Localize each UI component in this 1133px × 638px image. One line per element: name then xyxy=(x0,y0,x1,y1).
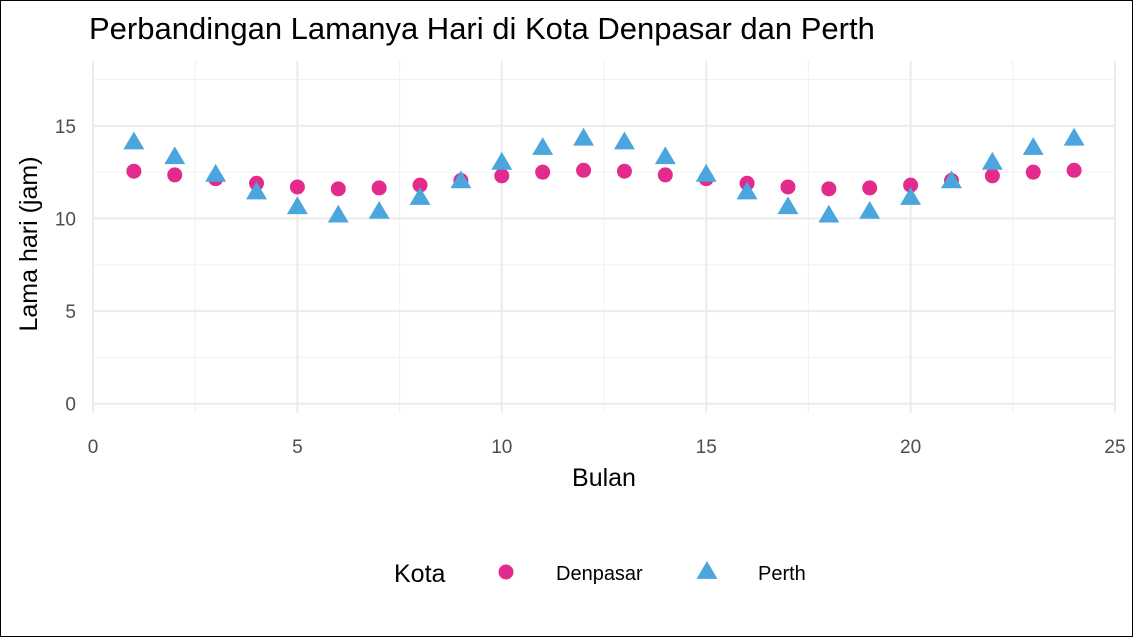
perth-point xyxy=(532,137,554,155)
denpasar-point xyxy=(535,164,551,180)
perth-legend-key xyxy=(696,561,718,579)
perth-point xyxy=(981,151,1003,170)
perth-point xyxy=(164,146,186,165)
perth-point xyxy=(818,204,840,223)
x-tick-label: 5 xyxy=(292,437,303,458)
perth-point xyxy=(123,131,145,150)
perth-point xyxy=(859,200,881,219)
perth-point xyxy=(573,127,595,146)
perth-legend-label: Perth xyxy=(758,563,806,585)
denpasar-point xyxy=(1066,162,1082,178)
denpasar-point xyxy=(903,177,919,193)
perth-point xyxy=(695,163,717,182)
denpasar-legend-key xyxy=(498,564,514,580)
x-axis-title: Bulan xyxy=(572,464,636,492)
legend-title: Kota xyxy=(394,560,446,588)
legend-items: Denpasar Perth xyxy=(498,561,806,585)
denpasar-point xyxy=(1025,164,1041,180)
denpasar-point xyxy=(330,181,346,197)
perth-point xyxy=(409,187,431,205)
perth-point xyxy=(613,131,635,150)
perth-point xyxy=(327,204,349,223)
denpasar-point xyxy=(984,168,1000,184)
perth-point xyxy=(1022,137,1044,155)
grid-minor xyxy=(93,61,1115,413)
perth-point xyxy=(286,196,308,215)
x-tick-label: 10 xyxy=(491,437,512,458)
y-tick-label: 0 xyxy=(65,395,76,416)
denpasar-point xyxy=(616,163,632,179)
perth-point xyxy=(736,181,758,200)
denpasar-legend-label: Denpasar xyxy=(556,563,643,585)
y-tick-label: 15 xyxy=(55,117,76,138)
denpasar-point xyxy=(576,162,592,178)
perth-point xyxy=(450,170,472,189)
x-tick-label: 0 xyxy=(88,437,99,458)
denpasar-point xyxy=(167,167,183,183)
perth-point xyxy=(1063,127,1085,146)
perth-point xyxy=(491,151,513,170)
perth-point xyxy=(246,181,267,200)
y-axis-title: Lama hari (jam) xyxy=(15,156,43,331)
denpasar-point xyxy=(494,168,510,184)
perth-point xyxy=(777,196,799,215)
denpasar-point xyxy=(821,181,837,197)
perth-point xyxy=(368,200,390,219)
y-tick-label: 10 xyxy=(55,209,76,230)
series-perth xyxy=(123,127,1085,223)
perth-point xyxy=(900,187,922,205)
denpasar-point xyxy=(657,167,673,183)
legend: Kota Denpasar Perth xyxy=(394,560,806,588)
x-axis-ticks: 0 5 10 15 20 25 xyxy=(88,437,1126,458)
denpasar-point xyxy=(289,179,305,195)
grid-major xyxy=(92,61,1116,413)
y-tick-label: 5 xyxy=(65,302,76,323)
x-tick-label: 25 xyxy=(1104,437,1125,458)
denpasar-point xyxy=(780,179,796,195)
y-axis-ticks: 0 5 10 15 xyxy=(55,117,76,416)
chart-title: Perbandingan Lamanya Hari di Kota Denpas… xyxy=(89,11,875,46)
x-tick-label: 15 xyxy=(696,437,717,458)
perth-point xyxy=(941,170,962,189)
perth-point xyxy=(205,163,227,182)
data-points xyxy=(123,127,1085,223)
x-tick-label: 20 xyxy=(900,437,921,458)
denpasar-point xyxy=(412,177,428,193)
perth-point xyxy=(654,146,676,165)
denpasar-point xyxy=(371,180,387,196)
denpasar-point xyxy=(862,180,878,196)
denpasar-point xyxy=(126,163,142,179)
